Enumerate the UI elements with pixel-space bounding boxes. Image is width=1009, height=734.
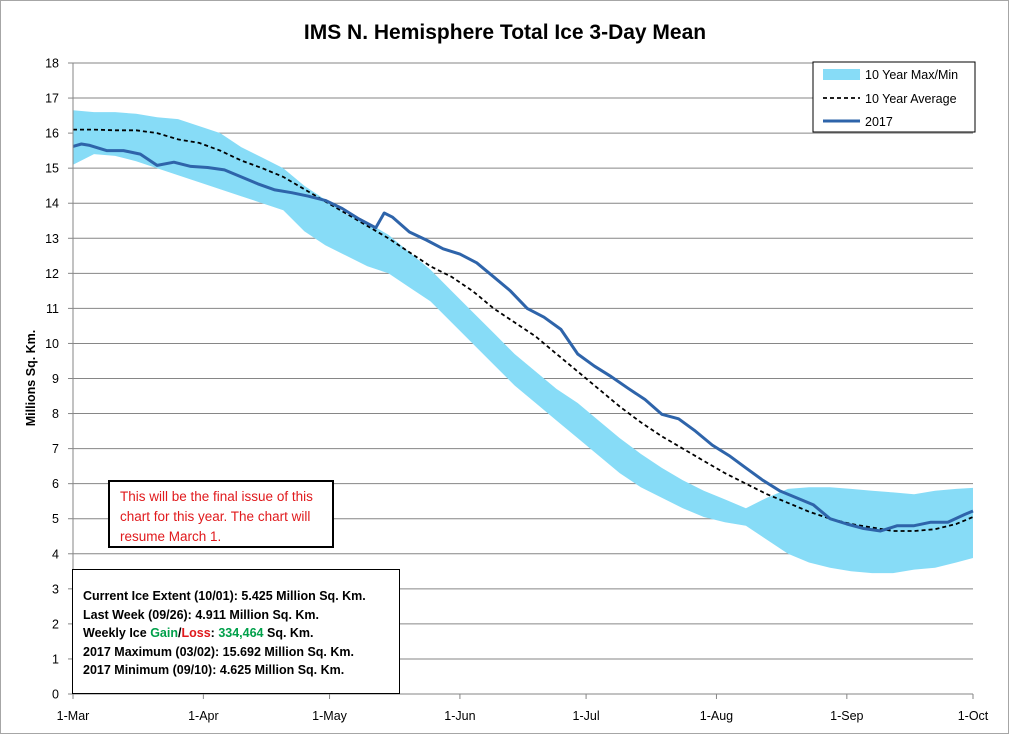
- y-tick-label: 10: [45, 337, 59, 351]
- x-tick-label: 1-Apr: [188, 709, 219, 723]
- y-tick-label: 7: [52, 442, 59, 456]
- x-tick-label: 1-Oct: [958, 709, 989, 723]
- y-tick-label: 13: [45, 232, 59, 246]
- x-tick-label: 1-Mar: [57, 709, 90, 723]
- chart-title: IMS N. Hemisphere Total Ice 3-Day Mean: [304, 21, 706, 44]
- legend-band-swatch: [823, 69, 860, 80]
- weekly-change-value: 334,464: [218, 626, 264, 640]
- legend: 10 Year Max/Min 10 Year Average 2017: [812, 61, 976, 133]
- x-tick-labels: 1-Mar 1-Apr 1-May 1-Jun 1-Jul 1-Aug 1-Sep 1-Oct: [57, 709, 989, 723]
- y-tick-label: 14: [45, 197, 59, 211]
- y-axis-label: Millions Sq. Km.: [24, 330, 38, 427]
- current-year-line: [72, 142, 974, 533]
- x-tick-label: 1-Aug: [700, 709, 733, 723]
- y-tick-label: 18: [45, 57, 59, 71]
- y-tick-label: 11: [46, 302, 59, 316]
- band-area: [73, 110, 973, 574]
- notice-text: This will be the final issue of this cha…: [120, 489, 313, 544]
- final-issue-notice: This will be the final issue of this cha…: [108, 480, 334, 548]
- loss-word: Loss: [181, 626, 211, 640]
- average-series: [73, 128, 974, 532]
- legend-band-label: 10 Year Max/Min: [865, 68, 958, 82]
- y-tick-label: 0: [52, 688, 59, 702]
- legend-current-label: 2017: [865, 115, 893, 129]
- y-tick-label: 17: [45, 92, 59, 106]
- stat-maximum: 2017 Maximum (03/02): 15.692 Million Sq.…: [83, 644, 354, 659]
- y-tick-label: 3: [52, 582, 59, 596]
- gain-word: Gain: [150, 626, 178, 640]
- y-tick-label: 5: [52, 512, 59, 526]
- x-tick-label: 1-May: [312, 709, 347, 723]
- y-tick-label: 1: [52, 652, 59, 666]
- x-tick-label: 1-Jul: [573, 709, 600, 723]
- y-tick-label: 8: [52, 407, 59, 421]
- y-tick-label: 16: [45, 127, 59, 141]
- y-tick-label: 2: [52, 617, 59, 631]
- stat-last-week: Last Week (09/26): 4.911 Million Sq. Km.: [83, 607, 320, 622]
- stat-current: Current Ice Extent (10/01): 5.425 Millio…: [83, 589, 366, 603]
- y-tick-label: 12: [45, 267, 59, 281]
- y-tick-label: 6: [52, 477, 59, 491]
- max-min-band: [73, 110, 973, 574]
- average-line: [73, 128, 974, 532]
- legend-average-label: 10 Year Average: [865, 92, 957, 106]
- y-tick-label: 9: [52, 372, 59, 386]
- y-tick-label: 15: [45, 162, 59, 176]
- x-tick-label: 1-Jun: [444, 709, 475, 723]
- stat-weekly: Weekly Ice Gain/Loss: 334,464 Sq. Km.: [83, 626, 314, 640]
- x-tick-label: 1-Sep: [830, 709, 863, 723]
- y-tick-label: 4: [52, 547, 59, 561]
- stats-box: Current Ice Extent (10/01): 5.425 Millio…: [72, 569, 400, 694]
- stat-minimum: 2017 Minimum (09/10): 4.625 Million Sq. …: [83, 663, 345, 677]
- current-year-series: [72, 142, 974, 533]
